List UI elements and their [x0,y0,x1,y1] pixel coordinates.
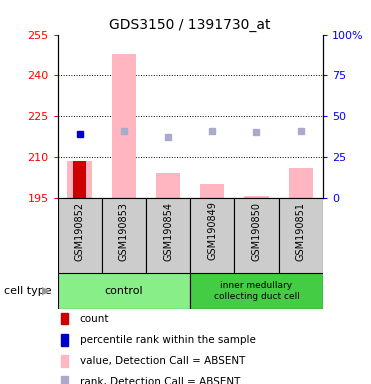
Bar [112,54,136,198]
Bar [58,273,190,309]
Bar [289,168,313,198]
Title: GDS3150 / 1391730_at: GDS3150 / 1391730_at [109,18,271,32]
Text: GSM190850: GSM190850 [252,202,262,260]
Text: value, Detection Call = ABSENT: value, Detection Call = ABSENT [80,356,245,366]
Text: ▶: ▶ [42,286,50,296]
Text: percentile rank within the sample: percentile rank within the sample [80,335,256,345]
Text: cell type: cell type [4,286,51,296]
Text: GSM190849: GSM190849 [207,202,217,260]
Bar [244,196,269,198]
Text: GSM190852: GSM190852 [75,202,85,261]
Text: inner medullary
collecting duct cell: inner medullary collecting duct cell [214,281,299,301]
Text: count: count [80,314,109,324]
Bar [146,198,190,273]
Text: GSM190851: GSM190851 [296,202,306,260]
Text: GSM190854: GSM190854 [163,202,173,260]
Bar [156,173,180,198]
Text: GSM190853: GSM190853 [119,202,129,260]
Bar [200,184,224,198]
Bar [102,198,146,273]
Bar [58,198,102,273]
Text: rank, Detection Call = ABSENT: rank, Detection Call = ABSENT [80,377,240,384]
Bar [73,161,86,198]
Text: control: control [105,286,143,296]
Bar [234,198,279,273]
Bar [279,198,323,273]
Bar [190,273,323,309]
Bar [68,161,92,198]
Bar [190,198,234,273]
